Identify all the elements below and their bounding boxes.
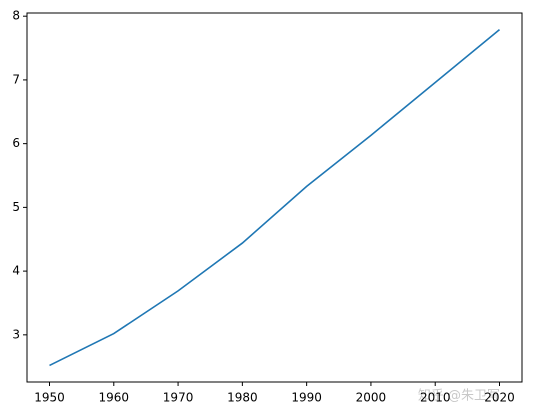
x-tick-label: 2000 bbox=[356, 391, 387, 405]
x-tick-label: 1970 bbox=[163, 391, 194, 405]
x-tick-label: 2010 bbox=[420, 391, 451, 405]
line-series bbox=[49, 28, 501, 367]
y-tick-label: 6 bbox=[12, 136, 20, 150]
x-tick-label: 1960 bbox=[99, 391, 130, 405]
y-tick-label: 3 bbox=[12, 327, 20, 341]
y-tick-label: 4 bbox=[12, 264, 20, 278]
plot-frame bbox=[26, 12, 523, 383]
x-tick-label: 1950 bbox=[34, 391, 65, 405]
x-tick-label: 2020 bbox=[484, 391, 515, 405]
x-tick-label: 1980 bbox=[227, 391, 258, 405]
watermark: 知乎 @朱卫写 bbox=[418, 388, 500, 404]
x-tick-label: 1990 bbox=[291, 391, 322, 405]
y-tick-label: 7 bbox=[12, 72, 20, 86]
y-tick-label: 8 bbox=[12, 9, 20, 23]
y-tick-label: 5 bbox=[12, 200, 20, 214]
